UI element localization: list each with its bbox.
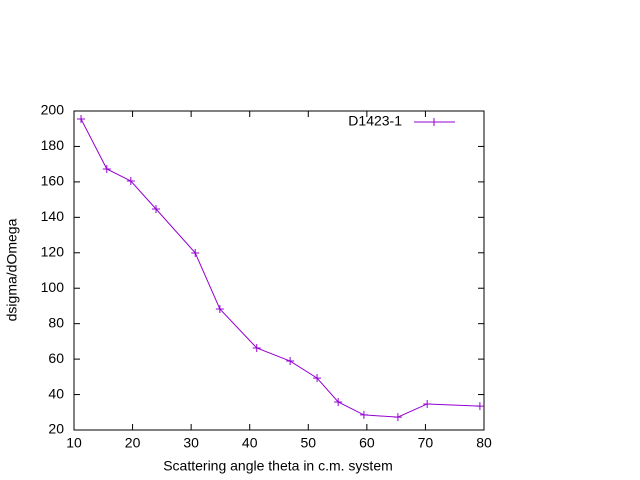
data-point bbox=[313, 374, 322, 383]
x-tick-label: 60 bbox=[359, 435, 375, 451]
x-tick-label: 30 bbox=[183, 435, 199, 451]
y-tick-label: 120 bbox=[41, 243, 65, 259]
data-point bbox=[77, 114, 86, 123]
y-tick-label: 140 bbox=[41, 208, 65, 224]
x-tick-label: 80 bbox=[476, 435, 492, 451]
legend-marker bbox=[430, 118, 438, 126]
y-tick-label: 20 bbox=[48, 421, 64, 437]
data-point bbox=[152, 205, 160, 214]
data-point bbox=[359, 410, 368, 419]
legend-label: D1423-1 bbox=[348, 113, 402, 129]
x-tick-label: 70 bbox=[418, 435, 434, 451]
y-tick-label: 160 bbox=[41, 173, 65, 189]
plot-frame bbox=[73, 110, 485, 431]
data-point bbox=[286, 357, 295, 366]
x-axis-label: Scattering angle theta in c.m. system bbox=[163, 458, 393, 474]
y-tick-label: 60 bbox=[48, 350, 64, 366]
data-point bbox=[423, 399, 432, 408]
x-tick-label: 40 bbox=[242, 435, 258, 451]
y-axis-label: dsigma/dOmega bbox=[4, 218, 20, 321]
data-point bbox=[191, 248, 200, 257]
y-tick-label: 200 bbox=[41, 102, 65, 118]
data-point bbox=[126, 177, 135, 186]
y-tick-label: 100 bbox=[41, 279, 65, 295]
data-point bbox=[334, 397, 343, 406]
data-point bbox=[252, 343, 261, 352]
data-point bbox=[215, 304, 224, 313]
data-point bbox=[102, 164, 111, 173]
data-point bbox=[393, 413, 402, 422]
y-tick-label: 80 bbox=[48, 314, 64, 330]
data-line bbox=[80, 118, 480, 418]
data-point bbox=[475, 402, 484, 411]
y-tick-label: 40 bbox=[48, 385, 64, 401]
x-tick-label: 10 bbox=[66, 435, 82, 451]
x-tick-label: 20 bbox=[125, 435, 141, 451]
y-tick-label: 180 bbox=[41, 137, 65, 153]
x-tick-label: 50 bbox=[300, 435, 316, 451]
